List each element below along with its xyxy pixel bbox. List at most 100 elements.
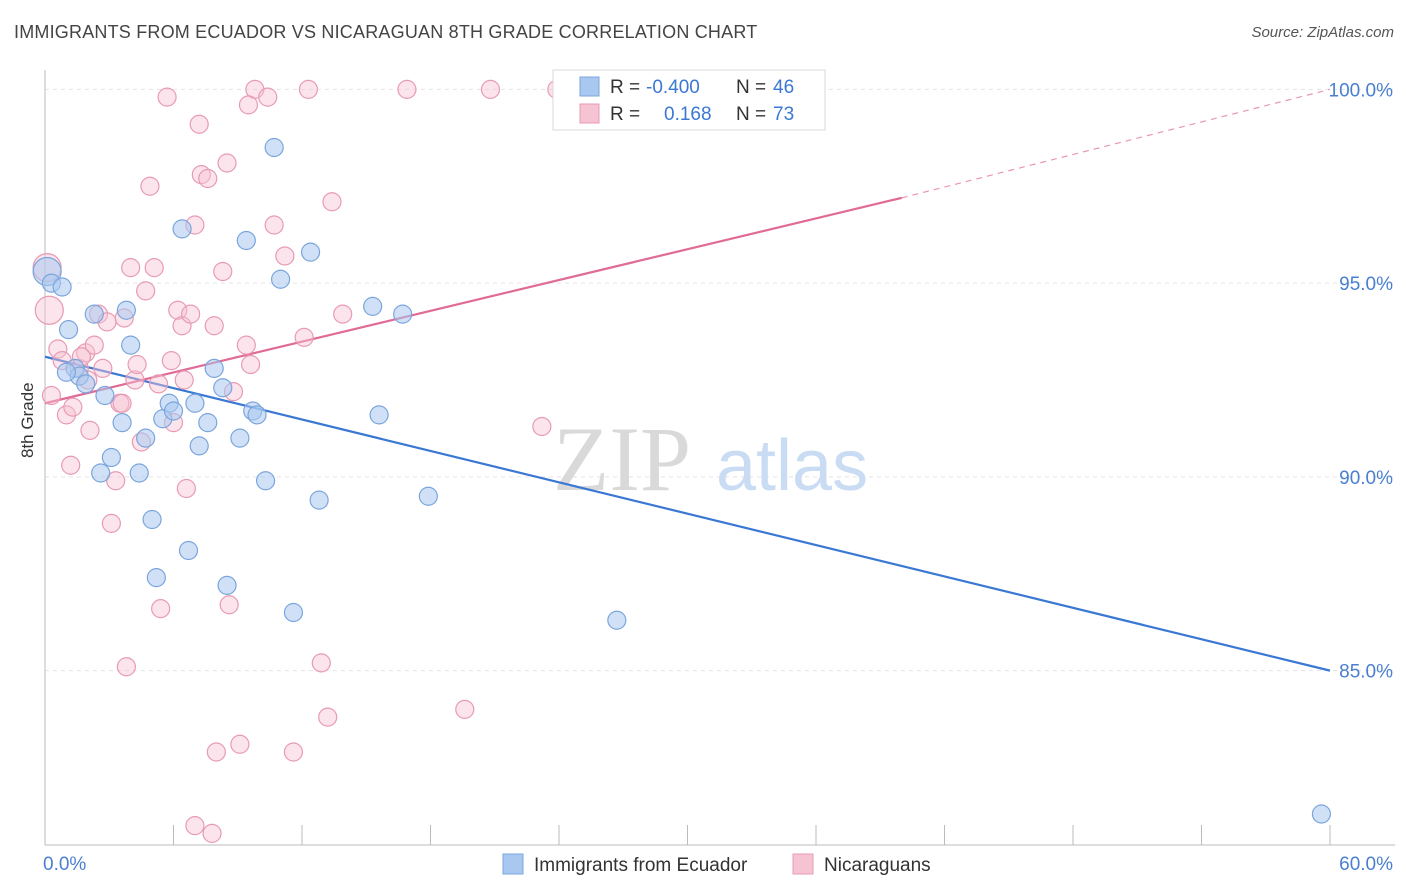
point-nicaraguan bbox=[283, 742, 304, 762]
point-ecuador bbox=[52, 277, 72, 297]
source-label: Source: ZipAtlas.com bbox=[1251, 24, 1394, 41]
point-nicaraguan bbox=[275, 246, 295, 266]
point-nicaraguan bbox=[48, 339, 68, 359]
point-nicaraguan bbox=[217, 153, 237, 173]
point-nicaraguan bbox=[311, 653, 331, 673]
trend-lines bbox=[44, 88, 1331, 672]
legend-label-nicaraguan: Nicaraguans bbox=[824, 855, 931, 876]
point-ecuador bbox=[213, 378, 233, 398]
point-nicaraguan bbox=[125, 370, 145, 390]
point-ecuador bbox=[300, 242, 321, 262]
y-tick-label: 90.0% bbox=[1339, 468, 1393, 489]
watermark-zip: ZIP bbox=[553, 408, 691, 510]
point-ecuador bbox=[607, 610, 627, 630]
x-tick-label: 60.0% bbox=[1339, 854, 1393, 875]
point-ecuador bbox=[95, 385, 115, 406]
legend-n-value: 73 bbox=[773, 104, 794, 125]
point-ecuador bbox=[204, 358, 224, 378]
watermark-atlas: atlas bbox=[716, 426, 868, 506]
legend-r-value: 0.168 bbox=[664, 104, 712, 125]
point-nicaraguan bbox=[236, 335, 256, 355]
point-ecuador bbox=[91, 463, 111, 483]
point-ecuador bbox=[393, 304, 413, 324]
point-ecuador bbox=[146, 568, 166, 588]
trend-line-ecuador bbox=[44, 355, 1331, 672]
point-nicaraguan bbox=[106, 471, 126, 491]
point-nicaraguan bbox=[294, 327, 314, 347]
point-nicaraguan bbox=[532, 416, 552, 437]
point-nicaraguan bbox=[93, 358, 113, 378]
point-ecuador bbox=[369, 405, 389, 425]
legend-swatch-nicaraguan bbox=[579, 103, 600, 124]
correlation-legend: R = -0.400 N = 46 R = 0.168 N = 73 bbox=[552, 69, 826, 131]
point-nicaraguan bbox=[80, 420, 100, 440]
point-nicaraguan bbox=[480, 79, 501, 99]
point-nicaraguan bbox=[298, 79, 319, 99]
point-ecuador bbox=[178, 540, 199, 561]
point-ecuador bbox=[255, 471, 276, 491]
point-nicaraguan bbox=[176, 478, 196, 499]
point-ecuador bbox=[230, 428, 250, 448]
axes bbox=[44, 70, 1395, 846]
point-nicaraguan bbox=[264, 215, 284, 235]
y-tick-label: 95.0% bbox=[1339, 274, 1393, 295]
point-ecuador bbox=[58, 320, 79, 340]
point-nicaraguan bbox=[140, 176, 160, 196]
point-ecuador bbox=[56, 362, 77, 382]
y-tick-labels: 85.0% 90.0% 95.0% 100.0% bbox=[1329, 80, 1394, 682]
point-ecuador bbox=[101, 447, 121, 468]
point-nicaraguan bbox=[322, 192, 342, 212]
point-nicaraguan bbox=[116, 657, 136, 677]
point-ecuador bbox=[217, 575, 237, 595]
point-nicaraguan bbox=[61, 455, 81, 475]
point-nicaraguan bbox=[41, 385, 62, 406]
data-points bbox=[32, 79, 1332, 843]
point-ecuador bbox=[198, 413, 218, 433]
point-ecuador bbox=[264, 137, 284, 158]
point-ecuador bbox=[116, 300, 136, 320]
legend-swatch-ecuador bbox=[502, 853, 524, 875]
legend-r-label: R = bbox=[610, 104, 640, 125]
point-nicaraguan bbox=[121, 258, 141, 278]
trend-line-nicaraguan-extension bbox=[901, 88, 1331, 199]
legend-r-value: -0.400 bbox=[646, 77, 700, 98]
point-ecuador bbox=[363, 296, 383, 316]
legend-r-label: R = bbox=[610, 77, 640, 98]
point-nicaraguan bbox=[333, 304, 353, 324]
point-ecuador bbox=[189, 436, 209, 456]
legend-n-label: N = bbox=[736, 77, 766, 98]
point-ecuador bbox=[163, 401, 184, 421]
point-nicaraguan bbox=[174, 370, 194, 390]
point-nicaraguan bbox=[241, 354, 261, 375]
point-ecuador bbox=[270, 269, 291, 289]
point-nicaraguan bbox=[157, 87, 177, 107]
point-ecuador bbox=[283, 602, 304, 623]
legend-label-ecuador: Immigrants from Ecuador bbox=[534, 855, 748, 876]
point-ecuador bbox=[112, 413, 132, 433]
point-ecuador bbox=[76, 374, 96, 394]
point-ecuador bbox=[1311, 804, 1332, 824]
point-nicaraguan bbox=[161, 351, 181, 371]
point-nicaraguan bbox=[56, 405, 77, 425]
legend-swatch-ecuador bbox=[579, 76, 600, 97]
point-ecuador bbox=[142, 509, 162, 530]
point-ecuador bbox=[418, 486, 438, 506]
point-nicaraguan bbox=[455, 699, 475, 719]
point-nicaraguan bbox=[189, 114, 209, 134]
point-ecuador bbox=[185, 393, 205, 413]
point-ecuador bbox=[121, 335, 141, 355]
legend-n-label: N = bbox=[736, 104, 766, 125]
gridlines bbox=[45, 88, 1395, 672]
point-nicaraguan bbox=[213, 261, 233, 282]
point-nicaraguan bbox=[318, 707, 338, 727]
trend-line-nicaraguan bbox=[44, 196, 902, 405]
point-nicaraguan bbox=[136, 281, 156, 301]
point-nicaraguan bbox=[181, 304, 201, 324]
point-nicaraguan bbox=[127, 354, 147, 375]
point-ecuador bbox=[136, 428, 156, 448]
x-tick-labels: 0.0% 60.0% bbox=[43, 854, 1393, 875]
point-nicaraguan bbox=[238, 95, 259, 115]
point-nicaraguan bbox=[230, 734, 250, 754]
point-nicaraguan bbox=[258, 87, 278, 107]
